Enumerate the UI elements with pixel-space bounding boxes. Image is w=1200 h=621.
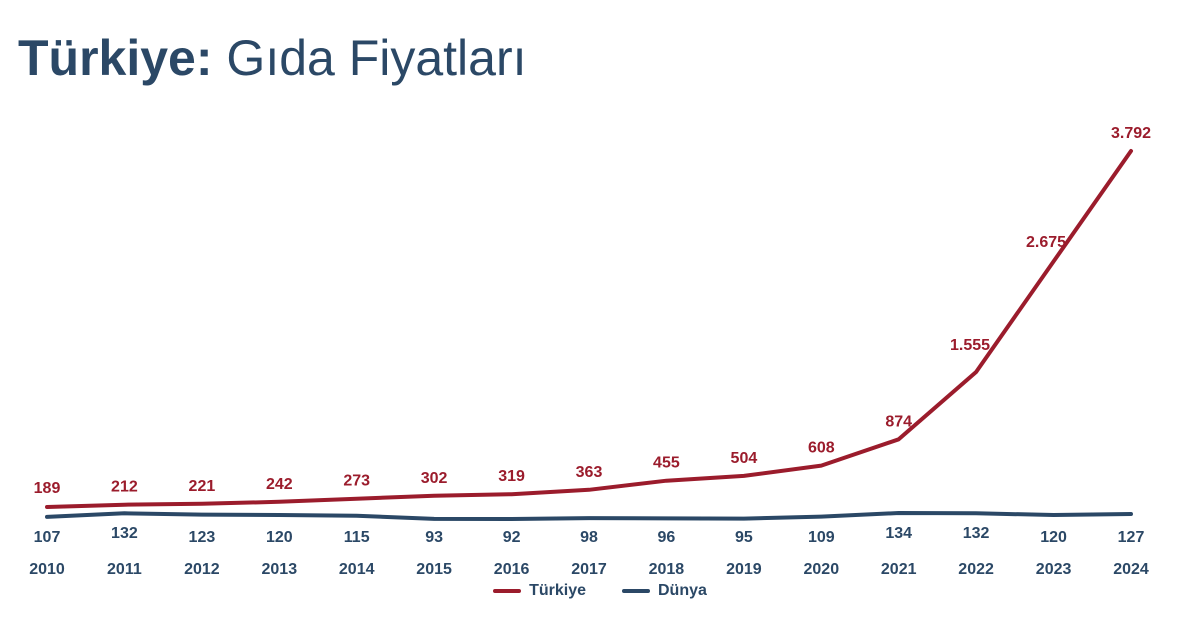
x-tick-label: 2020 — [804, 561, 840, 578]
data-label-dunya: 92 — [503, 529, 521, 546]
data-label-turkiye: 221 — [189, 478, 216, 495]
data-label-dunya: 134 — [885, 525, 912, 542]
x-tick-label: 2015 — [416, 561, 452, 578]
legend-item-turkiye[interactable]: Türkiye — [493, 582, 586, 600]
data-label-dunya: 115 — [344, 529, 370, 546]
legend-swatch-dunya — [622, 589, 650, 593]
title-subject: Gıda Fiyatları — [226, 30, 527, 86]
data-label-turkiye: 273 — [343, 473, 370, 490]
legend-item-dunya[interactable]: Dünya — [622, 582, 707, 600]
data-label-dunya: 132 — [111, 525, 138, 542]
data-label-dunya: 123 — [189, 529, 216, 546]
title-country: Türkiye: — [18, 30, 213, 86]
data-label-turkiye: 212 — [111, 479, 138, 496]
series-line-dunya — [45, 511, 1133, 521]
data-label-dunya: 109 — [808, 529, 835, 546]
data-label-turkiye: 3.792 — [1111, 125, 1151, 142]
x-tick-label: 2023 — [1036, 561, 1072, 578]
data-label-turkiye: 1.555 — [950, 337, 990, 354]
series-line-turkiye — [45, 149, 1133, 509]
data-label-dunya: 98 — [580, 529, 598, 546]
x-tick-label: 2019 — [726, 561, 762, 578]
x-tick-label: 2018 — [649, 561, 685, 578]
legend-swatch-turkiye — [493, 589, 522, 593]
data-label-turkiye: 363 — [576, 464, 603, 481]
x-tick-label: 2014 — [339, 561, 375, 578]
x-tick-label: 2022 — [958, 561, 994, 578]
x-tick-label: 2017 — [571, 561, 607, 578]
x-tick-label: 2013 — [262, 561, 298, 578]
data-label-dunya: 120 — [266, 529, 293, 546]
data-label-dunya: 127 — [1118, 529, 1145, 546]
data-label-dunya: 93 — [425, 529, 443, 546]
legend-label-dunya: Dünya — [658, 582, 707, 599]
data-label-turkiye: 874 — [885, 413, 912, 430]
data-label-dunya: 95 — [735, 529, 753, 546]
data-label-dunya: 96 — [658, 529, 676, 546]
x-tick-label: 2016 — [494, 561, 530, 578]
series-lines — [45, 149, 1133, 521]
data-label-turkiye: 608 — [808, 440, 835, 457]
data-label-dunya: 132 — [963, 525, 990, 542]
x-tick-label: 2012 — [184, 561, 220, 578]
data-label-turkiye: 242 — [266, 476, 293, 493]
data-label-dunya: 120 — [1040, 529, 1067, 546]
x-tick-label: 2011 — [107, 561, 142, 578]
data-label-turkiye: 2.675 — [1026, 234, 1066, 251]
x-tick-label: 2024 — [1113, 561, 1149, 578]
data-label-dunya: 107 — [34, 529, 61, 546]
data-label-turkiye: 189 — [34, 480, 61, 497]
data-labels: 189 212 221 242 273 302 319 363 455 504 608 874 1.55… — [34, 125, 1151, 546]
x-tick-label: 2010 — [29, 561, 65, 578]
chart-legend: Türkiye Dünya — [0, 582, 1200, 600]
data-label-turkiye: 504 — [731, 450, 758, 467]
data-label-turkiye: 302 — [421, 470, 448, 487]
data-label-turkiye: 319 — [498, 468, 525, 485]
data-label-turkiye: 455 — [653, 455, 680, 472]
x-tick-label: 2021 — [881, 561, 917, 578]
legend-label-turkiye: Türkiye — [529, 582, 586, 599]
page-title: Türkiye: Gıda Fiyatları — [18, 22, 527, 94]
x-axis: 2010 2011 2012 2013 2014 2015 2016 2017 2018 2019… — [29, 561, 1149, 578]
